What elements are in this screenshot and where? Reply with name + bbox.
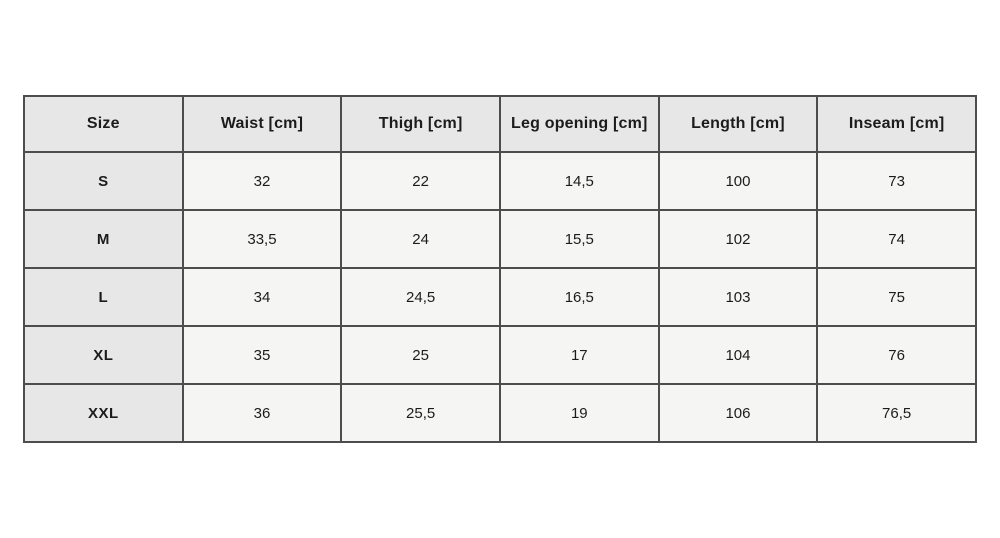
measurement-cell: 106 <box>657 383 819 443</box>
measurement-cell: 16,5 <box>498 267 660 327</box>
measurement-cell: 14,5 <box>498 151 660 211</box>
measurement-cell: 76,5 <box>816 383 977 443</box>
measurement-cell: 15,5 <box>498 209 660 269</box>
measurement-cell: 75 <box>816 267 977 327</box>
column-header: Inseam [cm] <box>816 95 977 153</box>
column-header: Leg opening [cm] <box>498 95 660 153</box>
column-header: Length [cm] <box>657 95 819 153</box>
table-row: S 32 22 14,5 100 73 <box>23 151 977 211</box>
size-chart-container: Size Waist [cm] Thigh [cm] Leg opening [cm]… <box>23 95 977 443</box>
measurement-cell: 104 <box>657 325 819 385</box>
measurement-cell: 24,5 <box>340 267 501 327</box>
measurement-cell: 25,5 <box>340 383 501 443</box>
measurement-cell: 35 <box>181 325 343 385</box>
measurement-cell: 100 <box>657 151 819 211</box>
measurement-cell: 73 <box>816 151 977 211</box>
size-label: L <box>23 267 184 327</box>
measurement-cell: 17 <box>498 325 660 385</box>
measurement-cell: 24 <box>340 209 501 269</box>
column-header: Thigh [cm] <box>340 95 501 153</box>
measurement-cell: 19 <box>498 383 660 443</box>
measurement-cell: 76 <box>816 325 977 385</box>
table-body: S 32 22 14,5 100 73 M 33,5 24 15,5 102 74 L 34 24,5 16,… <box>23 151 977 443</box>
table-row: XL 35 25 17 104 76 <box>23 325 977 385</box>
header-row: Size Waist [cm] Thigh [cm] Leg opening [cm]… <box>23 95 977 153</box>
measurement-cell: 36 <box>181 383 343 443</box>
size-label: XXL <box>23 383 184 443</box>
table-head: Size Waist [cm] Thigh [cm] Leg opening [cm]… <box>23 95 977 153</box>
measurement-cell: 32 <box>181 151 343 211</box>
size-label: XL <box>23 325 184 385</box>
size-label: S <box>23 151 184 211</box>
measurement-cell: 33,5 <box>181 209 343 269</box>
measurement-cell: 25 <box>340 325 501 385</box>
measurement-cell: 74 <box>816 209 977 269</box>
column-header: Size <box>23 95 184 153</box>
size-chart-table: Size Waist [cm] Thigh [cm] Leg opening [cm]… <box>23 95 977 443</box>
measurement-cell: 102 <box>657 209 819 269</box>
size-label: M <box>23 209 184 269</box>
table-row: L 34 24,5 16,5 103 75 <box>23 267 977 327</box>
measurement-cell: 103 <box>657 267 819 327</box>
measurement-cell: 22 <box>340 151 501 211</box>
measurement-cell: 34 <box>181 267 343 327</box>
table-row: XXL 36 25,5 19 106 76,5 <box>23 383 977 443</box>
column-header: Waist [cm] <box>181 95 343 153</box>
table-row: M 33,5 24 15,5 102 74 <box>23 209 977 269</box>
